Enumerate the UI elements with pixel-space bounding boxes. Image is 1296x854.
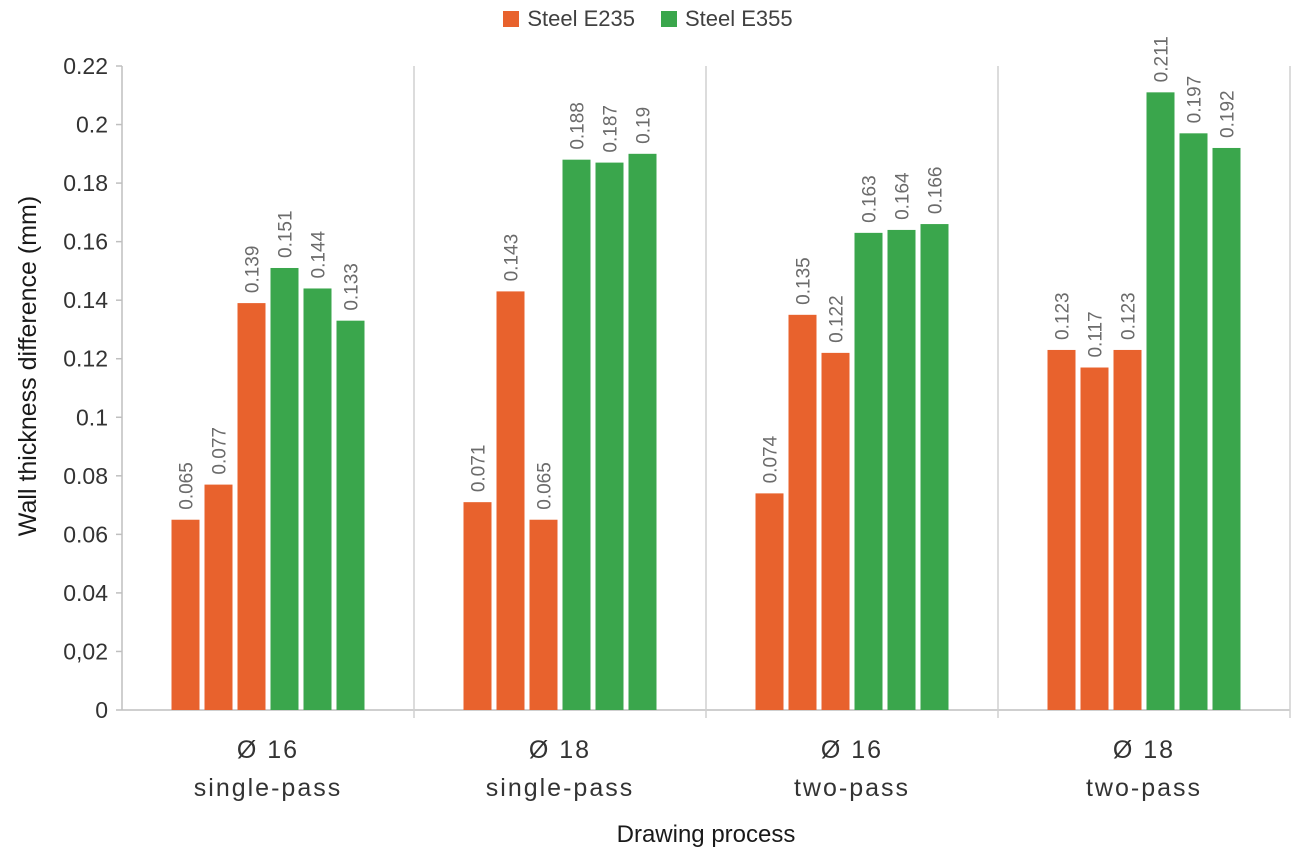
y-tick-label: 0.18 [63, 170, 108, 196]
data-label: 0.123 [1053, 292, 1074, 340]
bar-g3-b3 [1146, 92, 1175, 710]
data-label: 0.065 [177, 462, 198, 510]
bar-g2-b1 [788, 314, 817, 710]
data-label: 0.151 [276, 210, 297, 258]
bar-g1-b2 [529, 519, 558, 710]
y-axis-title: Wall thickness difference (mm) [14, 196, 42, 536]
bar-g0-b2 [237, 303, 266, 710]
bar-g3-b5 [1212, 147, 1241, 711]
data-label: 0.144 [309, 230, 330, 278]
x-category-label-line2: single-pass [486, 774, 634, 802]
chart-data-labels: 0.065 0.077 0.139 0.151 0.144 0.133 0.071 0.143… [177, 36, 1239, 510]
bar-g2-b3 [854, 232, 883, 710]
legend-label-e235: Steel E235 [527, 6, 635, 31]
bar-g0-b0 [171, 519, 200, 710]
data-label: 0.074 [761, 435, 782, 483]
y-tick-label: 0 [95, 697, 108, 723]
x-category-label-line1: Ø 18 [1113, 736, 1175, 764]
bar-g0-b4 [303, 288, 332, 710]
x-category-label-line2: two-pass [1086, 774, 1202, 802]
y-tick-label: 0.2 [76, 112, 108, 138]
bar-g2-b5 [920, 224, 949, 710]
legend-item-e235: Steel E235 [503, 6, 635, 32]
data-label: 0.077 [210, 427, 231, 475]
chart-axes: 0 0,02 0.04 0.06 0.08 0.1 0.12 0.14 0.16 0.18 0.2 0… [63, 53, 1291, 802]
y-tick-label: 0,02 [63, 638, 108, 664]
data-label: 0.163 [860, 175, 881, 223]
data-label: 0.164 [893, 172, 914, 220]
data-label: 0.188 [568, 102, 589, 150]
data-label: 0.123 [1119, 292, 1140, 340]
legend-swatch-e235 [503, 11, 520, 27]
data-label: 0.065 [535, 462, 556, 510]
data-label: 0.122 [827, 295, 848, 343]
legend-item-e355: Steel E355 [661, 6, 793, 32]
bar-g1-b1 [496, 291, 525, 710]
y-tick-label: 0.1 [76, 404, 108, 430]
bar-g3-b1 [1080, 367, 1109, 710]
data-label: 0.192 [1218, 90, 1239, 138]
bar-g1-b0 [463, 502, 492, 710]
y-tick-label: 0.14 [63, 287, 108, 313]
data-label: 0.071 [469, 445, 490, 493]
data-label: 0.19 [634, 107, 655, 144]
bar-g1-b3 [562, 159, 591, 710]
x-category-label-line1: Ø 16 [821, 736, 883, 764]
y-tick-label: 0.12 [63, 346, 108, 372]
legend-label-e355: Steel E355 [685, 6, 793, 31]
y-tick-label: 0.22 [63, 53, 108, 79]
y-tick-label: 0.08 [63, 463, 108, 489]
data-label: 0.117 [1086, 311, 1107, 357]
data-label: 0.143 [502, 234, 523, 282]
chart-bars [171, 92, 1241, 711]
y-tick-label: 0.04 [63, 580, 108, 606]
data-label: 0.139 [243, 246, 264, 294]
y-tick-label: 0.16 [63, 229, 108, 255]
data-label: 0.211 [1152, 36, 1173, 82]
bar-g3-b4 [1179, 133, 1208, 710]
bar-g0-b5 [336, 320, 365, 710]
data-label: 0.166 [926, 167, 947, 215]
x-category-label-line1: Ø 16 [237, 736, 299, 764]
data-label: 0.197 [1185, 76, 1206, 124]
bar-g3-b0 [1047, 349, 1076, 710]
bar-g2-b4 [887, 229, 916, 710]
data-label: 0.133 [342, 263, 363, 311]
bar-g2-b2 [821, 352, 850, 710]
x-axis-title: Drawing process [617, 821, 796, 848]
bar-g1-b5 [628, 153, 657, 710]
legend-swatch-e355 [661, 11, 677, 27]
data-label: 0.135 [794, 257, 815, 305]
y-tick-label: 0.06 [63, 521, 108, 547]
x-category-label-line1: Ø 18 [529, 736, 591, 764]
bar-g0-b1 [204, 484, 233, 710]
bar-g2-b0 [755, 493, 784, 710]
chart-legend: Steel E235 Steel E355 [0, 6, 1296, 32]
x-category-label-line2: two-pass [794, 774, 910, 802]
bar-g1-b4 [595, 162, 624, 711]
bar-g3-b2 [1113, 349, 1142, 710]
bar-g0-b3 [270, 267, 299, 710]
data-label: 0.187 [601, 105, 622, 153]
x-category-label-line2: single-pass [194, 774, 342, 802]
